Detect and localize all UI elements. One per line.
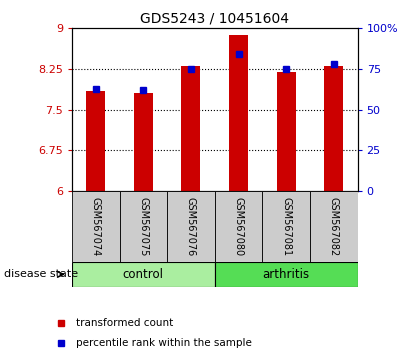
Bar xyxy=(181,66,201,191)
Text: GSM567075: GSM567075 xyxy=(139,197,148,256)
Text: GSM567080: GSM567080 xyxy=(233,197,244,256)
Bar xyxy=(262,191,310,262)
Text: arthritis: arthritis xyxy=(263,268,310,281)
Text: GSM567081: GSM567081 xyxy=(281,197,291,256)
Bar xyxy=(167,191,215,262)
Text: transformed count: transformed count xyxy=(76,318,173,328)
Text: GSM567074: GSM567074 xyxy=(91,197,101,256)
Bar xyxy=(215,262,358,287)
Bar xyxy=(229,35,248,191)
Bar xyxy=(310,191,358,262)
Title: GDS5243 / 10451604: GDS5243 / 10451604 xyxy=(140,12,289,26)
Bar xyxy=(72,191,120,262)
Text: disease state: disease state xyxy=(4,269,78,279)
Bar xyxy=(86,91,105,191)
Text: GSM567082: GSM567082 xyxy=(329,197,339,256)
Bar xyxy=(277,72,296,191)
Bar xyxy=(215,191,262,262)
Text: percentile rank within the sample: percentile rank within the sample xyxy=(76,338,252,348)
Text: GSM567076: GSM567076 xyxy=(186,197,196,256)
Bar xyxy=(324,66,343,191)
Text: control: control xyxy=(123,268,164,281)
Bar xyxy=(134,93,153,191)
Bar xyxy=(120,191,167,262)
Bar xyxy=(72,262,215,287)
